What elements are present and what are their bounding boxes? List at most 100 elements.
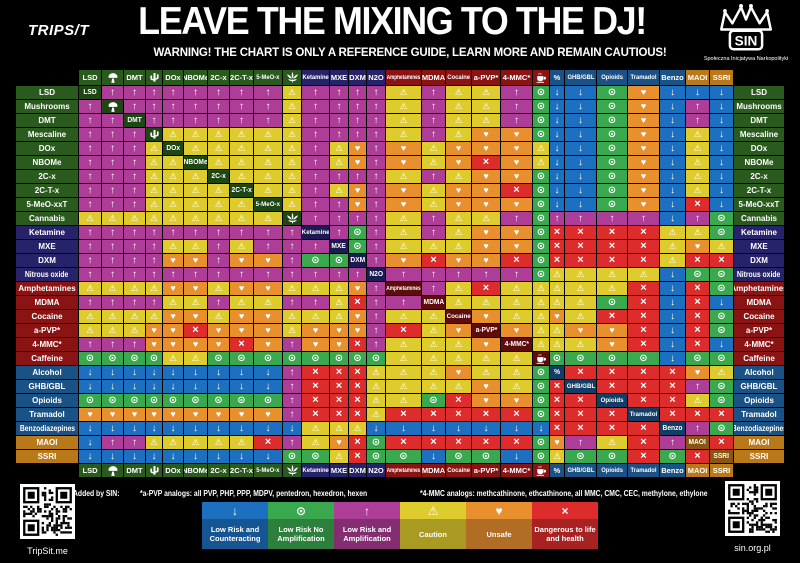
heart-icon: ♥ xyxy=(170,311,176,321)
matrix-cell-benzodiazepines-5-meo-xxt: ↓ xyxy=(254,422,282,435)
legend-item-low-risk-no-amplification: ⊙ Low Risk No Amplification xyxy=(268,502,334,549)
heart-icon: ♥ xyxy=(455,185,462,195)
up-arrow-icon: ↑ xyxy=(313,100,318,112)
heart-icon: ♥ xyxy=(513,129,520,139)
circle-dot-icon: ⊙ xyxy=(607,184,617,196)
heart-icon: ♥ xyxy=(400,255,407,265)
cross-icon: × xyxy=(669,408,676,420)
footer-column-header-dox: DOx xyxy=(163,464,183,477)
warning-triangle-icon: ⚠ xyxy=(108,213,117,224)
warning-triangle-icon: ⚠ xyxy=(108,283,117,294)
matrix-cell-a-pvp-mxe: ♥ xyxy=(330,324,348,337)
matrix-cell-ghb-gbl-benzodiazepines: × xyxy=(660,380,685,393)
warning-triangle-icon: ⚠ xyxy=(372,395,380,406)
diagonal-cell-alcohol: % xyxy=(550,366,564,379)
matrix-cell-5-meo-xxt-mxe: ↑ xyxy=(330,198,348,211)
matrix-cell-mdma-caffeine: ⚠ xyxy=(533,296,549,309)
row-label-ketamine: Ketamine xyxy=(16,226,78,239)
row-label-right-ghb-gbl: GHB/GBL xyxy=(734,380,784,393)
matrix-cell-mushrooms-4-mmc: ↑ xyxy=(501,100,532,113)
heart-icon: ♥ xyxy=(354,325,361,335)
down-arrow-icon: ↓ xyxy=(193,422,198,434)
sin-crown-icon: SIN xyxy=(720,3,772,51)
matrix-cell-ssri-ghb-gbl: ⊙ xyxy=(565,450,596,463)
up-arrow-icon: ↑ xyxy=(456,268,461,280)
heart-icon: ♥ xyxy=(483,171,489,181)
top-corner-left xyxy=(16,70,78,85)
up-arrow-icon: ↑ xyxy=(431,226,436,238)
warning-triangle-icon: ⚠ xyxy=(372,409,380,420)
matrix-cell-amphetamines-2c-t-x: ♥ xyxy=(230,282,253,295)
matrix-cell-dmt-alcohol: ↓ xyxy=(550,114,564,127)
up-arrow-icon: ↑ xyxy=(132,198,137,210)
down-arrow-icon: ↓ xyxy=(670,184,675,196)
matrix-cell-benzodiazepines-a-pvp: ↓ xyxy=(472,422,500,435)
matrix-cell-a-pvp-ghb-gbl: ♥ xyxy=(565,324,596,337)
matrix-cell-maoi-tramadol: × xyxy=(628,436,659,449)
footer-column-header-5-meo-xxt: 5-MeO-x xyxy=(254,464,282,477)
matrix-cell-mxe-2c-t-x: ⚠ xyxy=(230,240,253,253)
cross-icon: × xyxy=(640,324,647,336)
up-arrow-icon: ↑ xyxy=(336,86,342,98)
up-arrow-icon: ↑ xyxy=(373,254,379,266)
circle-dot-icon: ⊙ xyxy=(576,450,585,462)
warning-triangle-icon: ⚠ xyxy=(191,199,200,210)
matrix-cell-2c-x-ketamine: ↑ xyxy=(302,170,329,183)
cross-icon: × xyxy=(640,450,647,462)
matrix-cell-a-pvp-mdma: ⚠ xyxy=(422,324,445,337)
matrix-cell-alcohol-opioids: × xyxy=(597,366,627,379)
warning-triangle-icon: ⚠ xyxy=(214,157,223,168)
cross-icon: × xyxy=(640,338,647,350)
matrix-cell-dmt-caffeine: ⊙ xyxy=(533,114,549,127)
matrix-cell-ketamine-ssri: ⊙ xyxy=(710,226,733,239)
matrix-cell-opioids-dxm: × xyxy=(349,394,366,407)
cross-icon: × xyxy=(553,254,561,266)
warning-triangle-icon: ⚠ xyxy=(237,241,246,252)
matrix-cell-dox-mxe: ⚠ xyxy=(330,142,348,155)
heart-icon: ♥ xyxy=(265,339,271,349)
up-arrow-icon: ↑ xyxy=(87,100,93,112)
matrix-cell-cocaine-caffeine: ⚠ xyxy=(533,310,549,323)
row-label-right-caffeine: Caffeine xyxy=(734,352,784,365)
down-arrow-icon: ↓ xyxy=(670,338,675,350)
down-arrow-icon: ↓ xyxy=(554,198,560,210)
matrix-cell-a-pvp-ketamine: ♥ xyxy=(302,324,329,337)
matrix-cell-nitrous-oxide-alcohol: ⚠ xyxy=(550,268,564,281)
circle-dot-icon: ⊙ xyxy=(311,352,320,364)
warning-triangle-icon: ⚠ xyxy=(454,101,463,112)
matrix-cell-alcohol-amphetamines: ⚠ xyxy=(386,366,421,379)
cross-icon: × xyxy=(640,422,647,434)
warning-triangle-icon: ⚠ xyxy=(150,171,158,182)
row-label-right-dmt: DMT xyxy=(734,114,784,127)
heart-icon: ♥ xyxy=(400,157,407,167)
matrix-cell-mxe-opioids: × xyxy=(597,240,627,253)
up-arrow-icon: ↑ xyxy=(355,212,360,224)
circle-dot-icon: ⊙ xyxy=(607,198,617,210)
up-arrow-icon: ↑ xyxy=(373,114,379,126)
matrix-cell-opioids-lsd: ⊙ xyxy=(79,394,101,407)
matrix-cell-alcohol-mushrooms: ↓ xyxy=(102,366,123,379)
matrix-cell-2c-t-x-mxe: ⚠ xyxy=(330,184,348,197)
matrix-cell-2c-t-x-ssri: ↓ xyxy=(710,184,733,197)
matrix-cell-alcohol-cocaine: ♥ xyxy=(446,366,471,379)
sin-subtitle: Społeczna Inicjatywa Narkopolityki xyxy=(703,56,789,62)
warning-triangle-icon: ⚠ xyxy=(608,283,616,294)
cross-icon: × xyxy=(335,408,343,420)
down-arrow-icon: ↓ xyxy=(87,422,93,434)
up-arrow-icon: ↑ xyxy=(373,184,379,196)
matrix-cell-dox-cocaine: ♥ xyxy=(446,142,471,155)
down-arrow-icon: ↓ xyxy=(554,184,560,196)
warning-triangle-icon: ⚠ xyxy=(191,143,200,154)
down-arrow-icon: ↓ xyxy=(132,380,137,392)
matrix-cell-nitrous-oxide-2c-x: ↑ xyxy=(208,268,229,281)
matrix-cell-mescaline-alcohol: ↓ xyxy=(550,128,564,141)
matrix-cell-dox-opioids: ⊙ xyxy=(597,142,627,155)
up-arrow-icon: ↑ xyxy=(132,100,137,112)
top-column-header-mxe: MXE xyxy=(330,70,348,85)
row-label-cocaine: Cocaine xyxy=(16,310,78,323)
up-arrow-icon: ↑ xyxy=(514,114,519,126)
matrix-cell-caffeine-2c-t-x: ⊙ xyxy=(230,352,253,365)
circle-dot-icon: ⊙ xyxy=(536,450,546,462)
warning-triangle-icon: ⚠ xyxy=(454,241,463,252)
matrix-cell-a-pvp-tramadol: × xyxy=(628,324,659,337)
